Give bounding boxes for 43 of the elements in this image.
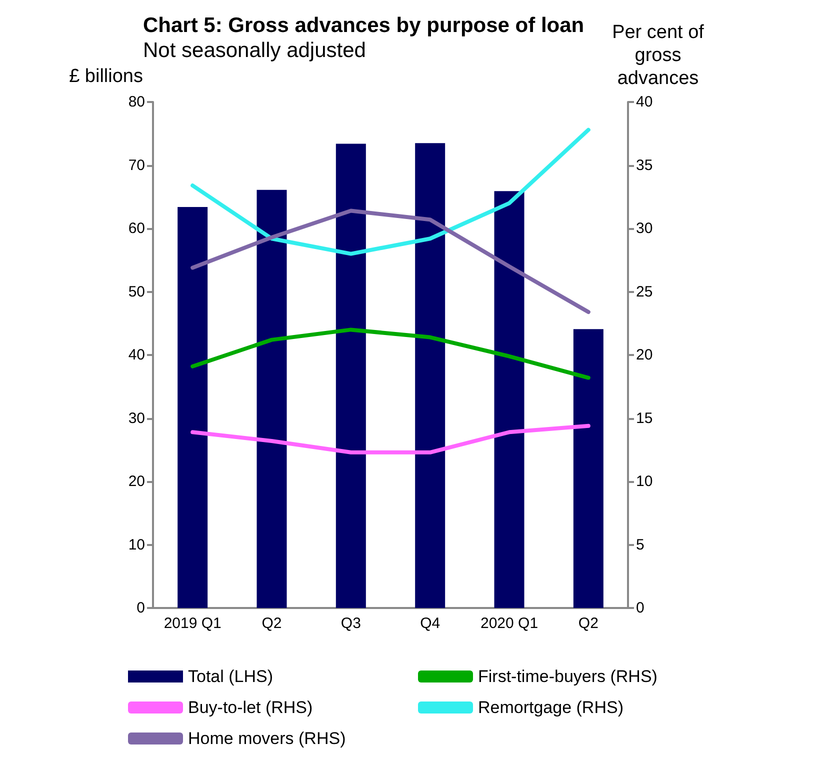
x-tick-label: 2019 Q1 — [164, 615, 222, 632]
legend-label: Buy-to-let (RHS) — [188, 698, 313, 717]
y2-tick-label: 35 — [636, 156, 653, 174]
bar — [573, 329, 604, 608]
bar — [415, 143, 446, 608]
bar — [336, 144, 366, 608]
line-series — [190, 424, 590, 454]
chart-title: Chart 5: Gross advances by purpose of loan — [143, 14, 584, 37]
legend-label: Total (LHS) — [188, 667, 274, 686]
x-tick-label: Q3 — [340, 615, 361, 632]
bar — [178, 206, 208, 608]
y-tick-label: 70 — [128, 156, 145, 174]
y2-axis-title: Per cent of gross advances — [612, 22, 705, 89]
y-tick-label: 40 — [128, 346, 145, 364]
line-series — [190, 328, 590, 380]
y2-tick-label: 30 — [636, 220, 653, 237]
legend-label: Home movers (RHS) — [188, 729, 346, 748]
legend-label: Remortgage (RHS) — [478, 698, 624, 717]
y-tick-label: 80 — [128, 94, 145, 110]
y-tick-label: 10 — [128, 536, 145, 554]
y-tick-label: 50 — [128, 283, 145, 300]
y-tick-label: 60 — [128, 220, 145, 237]
y2-tick-label: 0 — [636, 600, 644, 616]
bar — [494, 191, 524, 608]
y2-tick-label: 25 — [636, 283, 653, 300]
y-tick-label: 30 — [128, 410, 145, 427]
x-tick-label: Q4 — [420, 615, 440, 632]
chart-subtitle: Not seasonally adjusted — [143, 39, 366, 62]
line-series — [190, 208, 590, 314]
y-tick-label: 0 — [136, 600, 145, 616]
y2-tick-label: 20 — [636, 346, 653, 364]
y-tick-label: 20 — [128, 473, 145, 490]
y2-tick-label: 5 — [636, 536, 644, 554]
y2-tick-label: 15 — [636, 410, 653, 427]
line-series — [190, 128, 590, 256]
legend-label: First-time-buyers (RHS) — [478, 667, 658, 686]
y2-tick-label: 40 — [636, 94, 653, 110]
x-tick-label: Q2 — [578, 615, 598, 632]
bar — [256, 190, 287, 608]
y2-tick-label: 10 — [636, 473, 653, 490]
x-tick-label: 2020 Q1 — [480, 615, 538, 632]
x-tick-label: Q2 — [262, 615, 282, 632]
y-axis-title: £ billions — [69, 66, 143, 87]
